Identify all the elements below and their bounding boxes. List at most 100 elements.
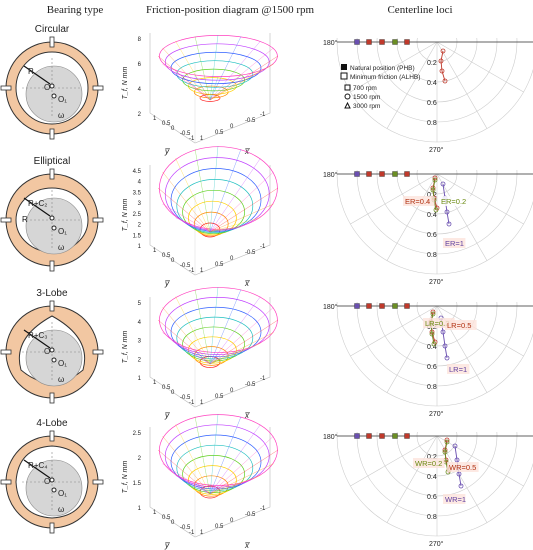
loci-marker bbox=[442, 449, 448, 455]
natural-position-marker bbox=[379, 171, 385, 177]
center-label-o1: O₁ bbox=[58, 95, 67, 104]
radial-tick-label: 0.4 bbox=[427, 212, 437, 219]
polar-plot: 180°0°270°0.20.40.60.8LR=0.2LR=0.5LR=1 bbox=[323, 302, 533, 418]
mesh-ring bbox=[159, 146, 278, 230]
mesh-radial bbox=[209, 76, 219, 101]
x-tick-label: 0 bbox=[230, 518, 234, 524]
bearing-groove bbox=[49, 168, 55, 180]
y-tick-label: -0.5 bbox=[180, 525, 191, 531]
angle-270-label: 270° bbox=[429, 278, 444, 286]
z-axis-label: T_f, N mm bbox=[122, 67, 129, 100]
natural-position-marker bbox=[392, 433, 398, 439]
x-tick-label: -0.5 bbox=[245, 512, 256, 518]
loci-marker bbox=[442, 343, 448, 349]
mesh-radial bbox=[209, 483, 242, 495]
radius-arrow bbox=[23, 459, 51, 479]
friction-plot: 2.521.51T_f, N mmy̅ x̅110.50.5 00-0.5-0.5-… bbox=[122, 413, 279, 550]
annotation-bg bbox=[439, 196, 471, 206]
radial-tick-label: 0.6 bbox=[427, 494, 437, 501]
y-tick-label: 0 bbox=[171, 520, 175, 526]
header-centerline-loci: Centerline loci bbox=[387, 4, 453, 16]
x-tick-label: 1 bbox=[200, 136, 204, 142]
annotation-bg bbox=[443, 238, 466, 248]
z-tick-label: 8 bbox=[138, 37, 142, 43]
x-tick-label: 0.5 bbox=[215, 394, 224, 400]
radius-label: R bbox=[28, 67, 34, 76]
radial-tick-label: 0.4 bbox=[427, 344, 437, 351]
loci-line bbox=[432, 179, 437, 211]
mesh-radial bbox=[162, 436, 211, 495]
natural-position-marker bbox=[354, 39, 360, 45]
z-tick-label: 4 bbox=[138, 180, 142, 186]
polar-grid-spoke bbox=[386, 41, 438, 129]
z-tick-label: 3 bbox=[138, 339, 142, 345]
legend-700: 700 rpm bbox=[353, 85, 377, 92]
radius-arrow bbox=[23, 65, 51, 85]
mesh-radial bbox=[194, 416, 211, 495]
z-tick-label: 4.5 bbox=[133, 169, 142, 175]
mesh-radial bbox=[209, 350, 242, 365]
natural-position-marker bbox=[392, 39, 398, 45]
mesh-radial bbox=[175, 296, 211, 365]
legend-marker-1500 bbox=[344, 93, 351, 100]
y-axis-label: y̅ bbox=[164, 541, 171, 550]
loci-marker bbox=[440, 48, 446, 54]
y-axis-label: y̅ bbox=[164, 279, 171, 288]
mesh-radial bbox=[157, 449, 211, 495]
bearing-groove bbox=[49, 260, 55, 272]
bearing-title: 3-Lobe bbox=[36, 288, 68, 299]
natural-position-marker bbox=[366, 171, 372, 177]
mesh-radial bbox=[175, 424, 211, 495]
mesh-radial bbox=[209, 424, 261, 495]
legend-marker-700 bbox=[344, 84, 351, 91]
y-tick-label: -0.5 bbox=[180, 131, 191, 137]
header-friction-diagram: Friction-position diagram @1500 rpm bbox=[145, 4, 315, 16]
bearing-groove bbox=[92, 85, 104, 91]
polar-grid-spoke bbox=[436, 41, 488, 129]
mesh-radial bbox=[157, 55, 211, 101]
natural-position-marker bbox=[354, 303, 360, 309]
mesh-radial bbox=[162, 171, 211, 233]
legend-marker-3000 bbox=[344, 101, 351, 109]
row-2: (b)EllipticalR+C₂RO₁ω4.543.532.521.51T_f… bbox=[0, 145, 533, 288]
natural-position-marker bbox=[366, 39, 372, 45]
annotation-label: LR=1 bbox=[449, 365, 467, 374]
y-tick-label: -1 bbox=[189, 530, 195, 536]
y-axis-label: y̅ bbox=[164, 147, 171, 156]
bearing-groove bbox=[0, 479, 12, 485]
y-tick-label: 0 bbox=[171, 126, 175, 132]
z-tick-label: 2.5 bbox=[133, 431, 142, 437]
y-tick-label: -1 bbox=[189, 268, 195, 274]
x-tick-label: 0 bbox=[230, 124, 234, 130]
mesh-radial bbox=[175, 158, 211, 233]
radial-tick-label: 0.6 bbox=[427, 100, 437, 107]
mesh-radial bbox=[175, 475, 211, 495]
loci-marker bbox=[429, 331, 435, 337]
omega-label: ω bbox=[58, 375, 64, 384]
mesh-radial bbox=[209, 70, 261, 101]
polar-grid-spoke bbox=[386, 435, 438, 523]
bearing-title: Elliptical bbox=[34, 156, 71, 167]
polar-plot: 180°0°270°0.20.40.60.8ER=0.4ER=0.2ER=1 bbox=[323, 170, 533, 286]
mesh-radial bbox=[209, 296, 261, 365]
mesh-radial bbox=[209, 307, 274, 365]
natural-position-marker bbox=[366, 303, 372, 309]
loci-marker bbox=[444, 355, 450, 361]
journal-center bbox=[51, 225, 57, 231]
x-axis-label: x̅ bbox=[244, 411, 251, 420]
center-label-o: O bbox=[44, 477, 50, 486]
mesh-radial bbox=[209, 463, 274, 495]
legend-3000: 3000 rpm bbox=[353, 103, 380, 110]
radius-arrow bbox=[23, 329, 51, 349]
mesh-radial bbox=[175, 343, 211, 365]
mesh-radial bbox=[162, 47, 211, 101]
y-tick-label: -0.5 bbox=[180, 263, 191, 269]
y-tick-label: 0.5 bbox=[162, 121, 171, 127]
mesh-radial bbox=[209, 47, 274, 101]
mesh-radial bbox=[209, 416, 242, 495]
bearing-groove bbox=[49, 36, 55, 48]
natural-position-marker bbox=[392, 303, 398, 309]
bearing-title: Circular bbox=[35, 24, 70, 35]
